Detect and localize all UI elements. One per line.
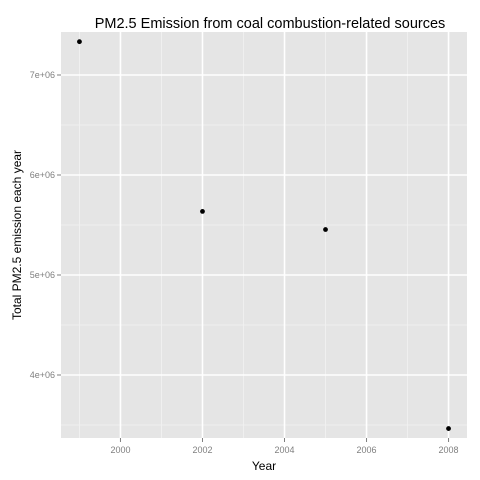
data-point	[77, 39, 82, 45]
data-point	[323, 227, 328, 232]
data-point	[446, 426, 451, 431]
y-axis-title: Total PM2.5 emission each year	[10, 150, 24, 320]
x-tick-label: 2000	[110, 445, 130, 455]
y-tick-label: 7e+06	[30, 70, 55, 80]
y-tick-label: 5e+06	[30, 270, 55, 280]
x-axis-title: Year	[252, 459, 276, 473]
major-grid-lines	[61, 32, 467, 438]
y-axis-ticks: 4e+06 5e+06 6e+06 7e+06	[30, 70, 61, 380]
x-tick-label: 2008	[439, 445, 459, 455]
x-tick-label: 2006	[357, 445, 377, 455]
minor-grid-lines	[61, 32, 467, 438]
x-tick-label: 2002	[192, 445, 212, 455]
plot-panel	[61, 32, 467, 438]
y-tick-label: 6e+06	[30, 170, 55, 180]
x-axis-ticks: 2000 2002 2004 2006 2008	[110, 438, 459, 455]
x-tick-label: 2004	[274, 445, 294, 455]
chart-title: PM2.5 Emission from coal combustion-rela…	[95, 16, 446, 32]
data-points	[77, 39, 451, 431]
data-point	[200, 208, 205, 214]
y-tick-label: 4e+06	[30, 370, 55, 380]
